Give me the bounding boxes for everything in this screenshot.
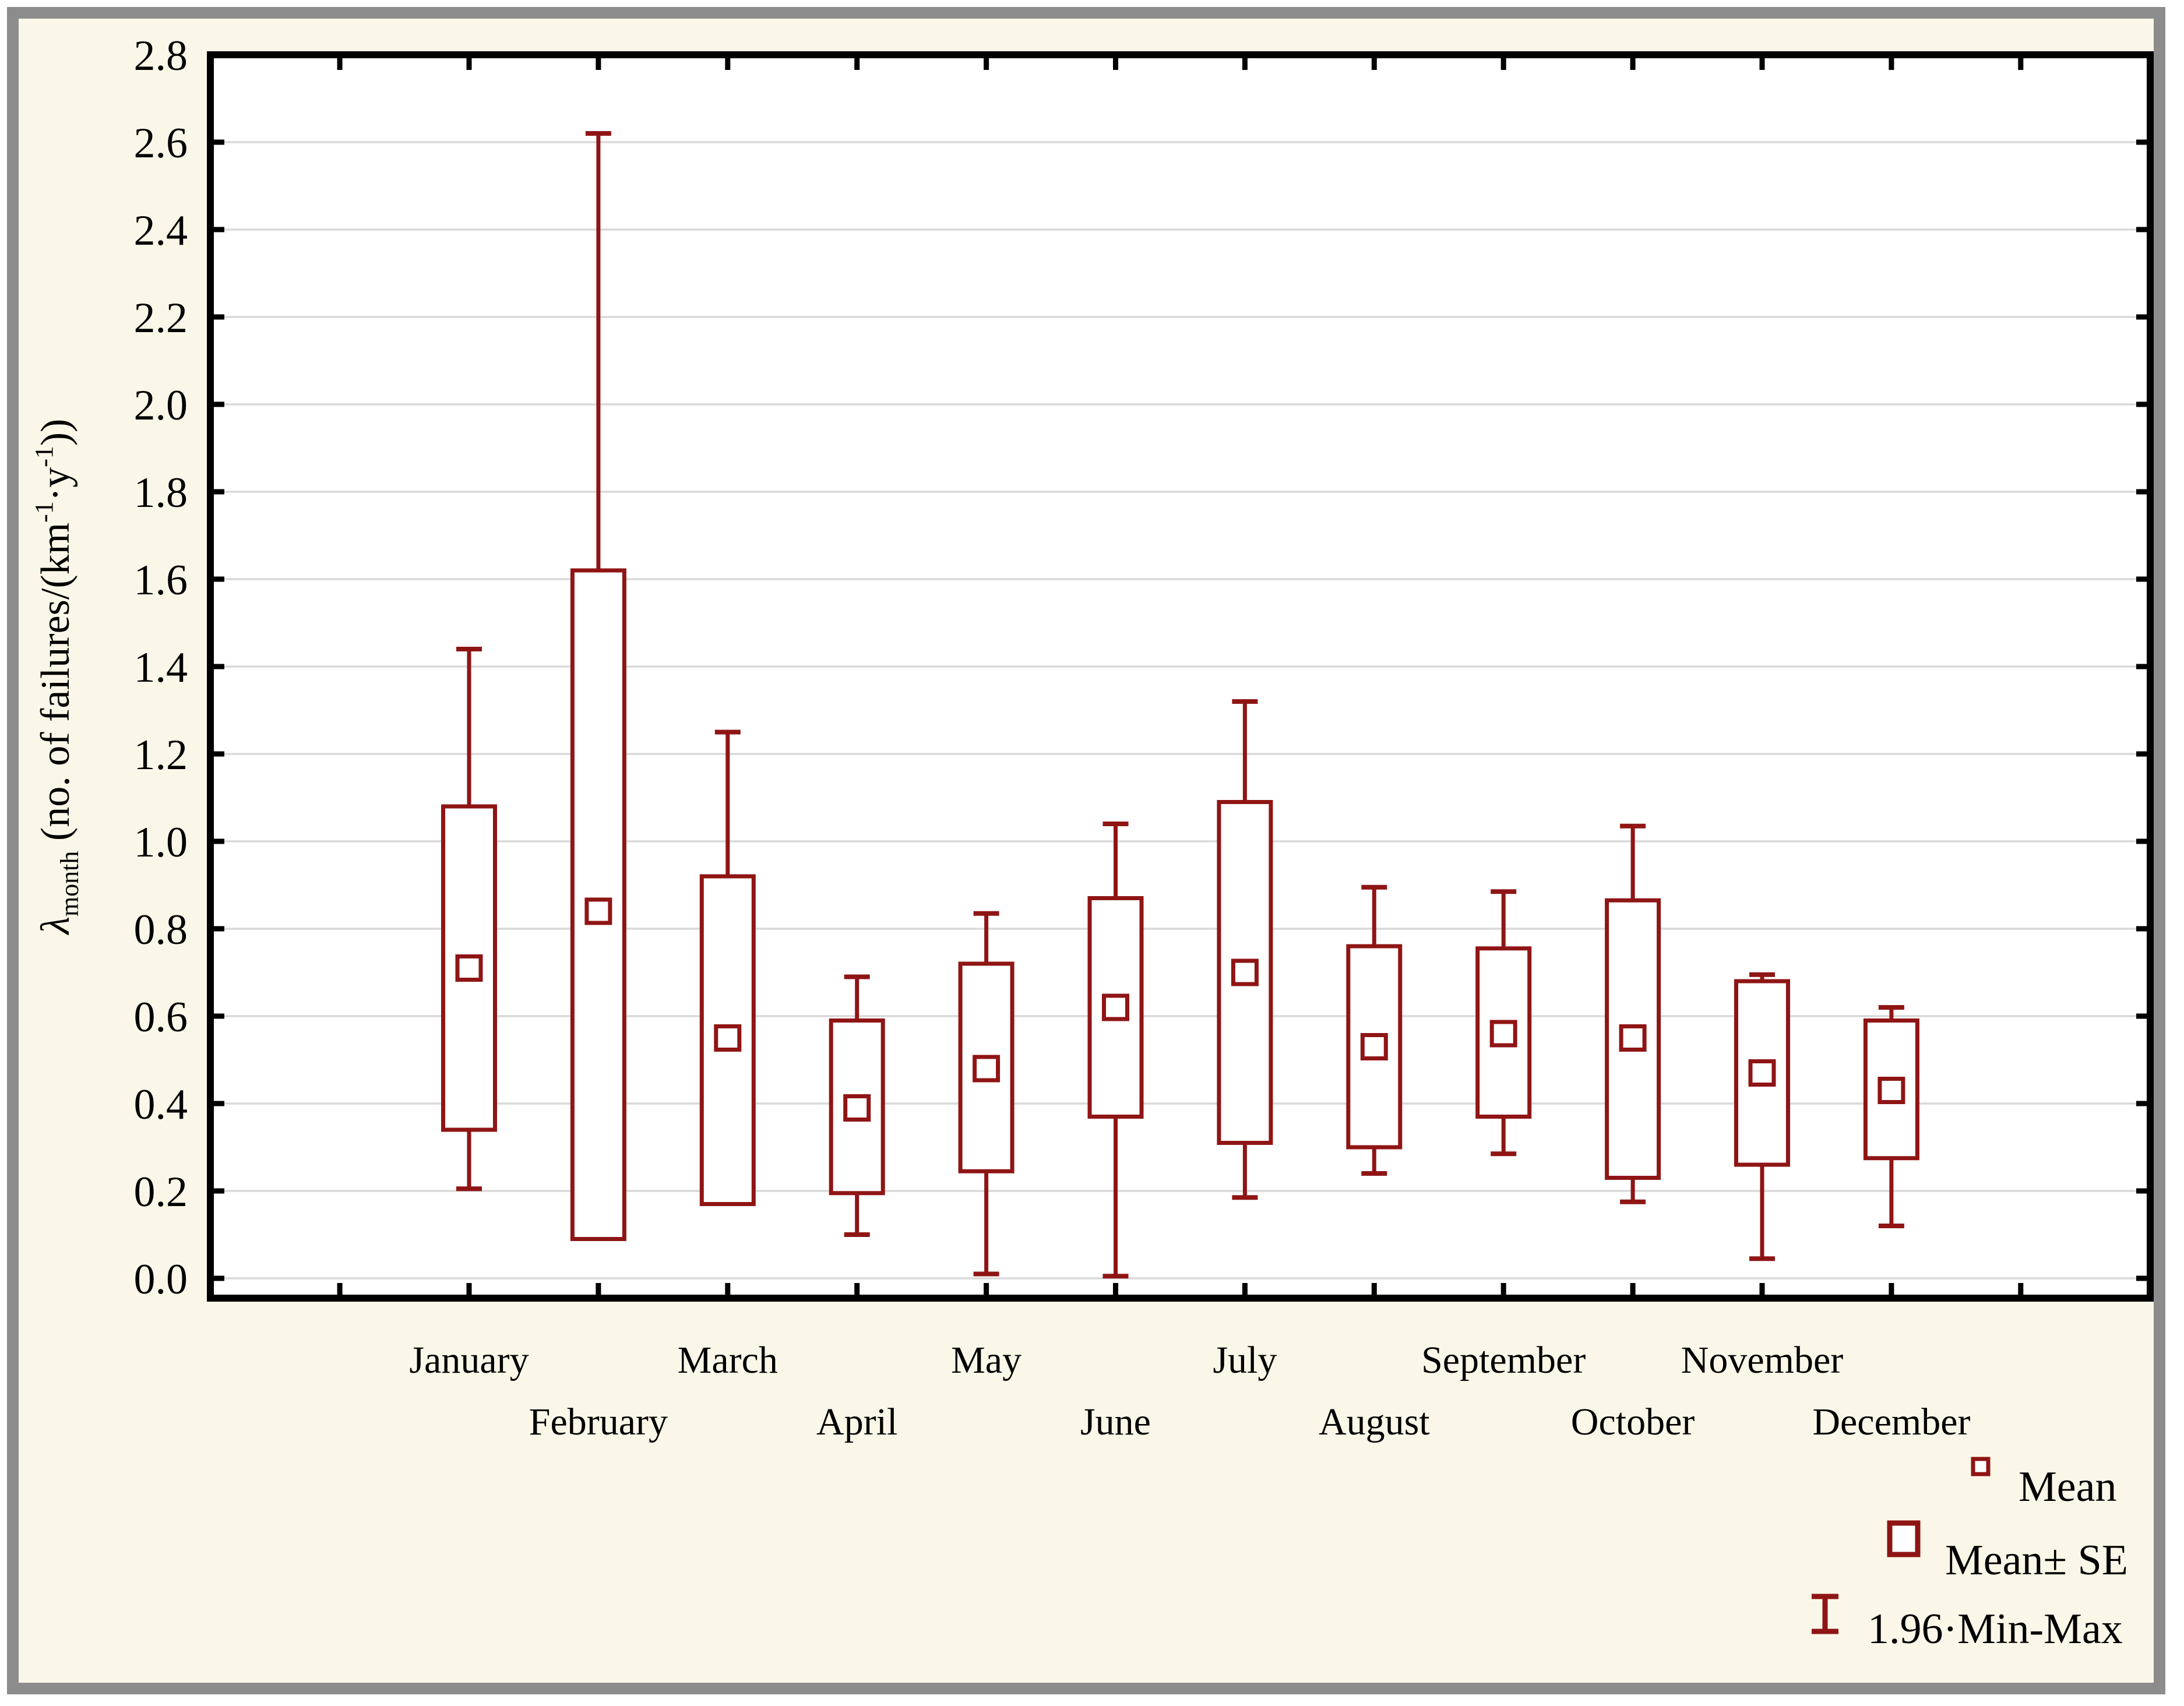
month-label: January xyxy=(409,1339,529,1381)
month-label: June xyxy=(1080,1401,1151,1443)
legend-se-label: Mean± SE xyxy=(1945,1536,2128,1584)
month-label: December xyxy=(1812,1401,1970,1443)
y-tick-label: 2.6 xyxy=(134,119,188,167)
month-label: August xyxy=(1319,1401,1430,1443)
month-label: May xyxy=(951,1339,1021,1381)
boxplot-september xyxy=(1475,889,1532,1157)
mean-marker xyxy=(1748,1059,1776,1087)
legend-whisker-icon xyxy=(1812,1594,1838,1634)
y-axis-title: λmonth (no. of failures/(km-1·y-1)) xyxy=(30,419,84,936)
mean-marker xyxy=(714,1024,742,1052)
mean-marker xyxy=(1877,1077,1905,1104)
y-tick-label: 2.2 xyxy=(134,294,188,342)
mean-marker xyxy=(1360,1033,1388,1060)
y-tick-label: 1.0 xyxy=(134,819,188,866)
month-label: October xyxy=(1571,1401,1695,1443)
y-axis-title-part: -1 xyxy=(30,501,58,523)
y-tick-label: 2.4 xyxy=(134,207,188,255)
mean-marker xyxy=(1489,1020,1517,1048)
month-label: July xyxy=(1213,1339,1277,1381)
month-label: March xyxy=(678,1339,778,1381)
month-label: February xyxy=(529,1401,668,1443)
boxplot-october xyxy=(1605,823,1661,1204)
y-tick-label: 0.2 xyxy=(134,1168,188,1216)
y-tick-label: 1.2 xyxy=(134,731,188,779)
month-label: September xyxy=(1421,1339,1586,1381)
y-axis-labels: 0.0 0.2 0.4 0.6 0.8 1.0 1.2 1.4 1.6 1.8 2.0 2.2 2.4 2… xyxy=(134,32,188,1303)
y-tick-label: 0.4 xyxy=(134,1081,188,1129)
boxplot-april xyxy=(829,974,885,1237)
boxplot-march xyxy=(699,729,756,1206)
legend-mean-marker-icon xyxy=(1971,1457,1991,1476)
boxplot-february xyxy=(570,131,626,1241)
mean-marker xyxy=(973,1055,1001,1083)
mean-marker xyxy=(1231,958,1259,986)
y-tick-label: 1.4 xyxy=(134,644,188,692)
se-box xyxy=(570,568,626,1241)
se-box xyxy=(699,874,756,1206)
y-tick-label: 2.0 xyxy=(134,382,188,429)
mean-marker xyxy=(843,1094,871,1122)
plot-area xyxy=(210,55,2150,1298)
boxplot-august xyxy=(1346,884,1403,1176)
boxplot-november xyxy=(1734,972,1790,1261)
mean-marker xyxy=(1102,993,1129,1021)
mean-marker xyxy=(455,954,483,982)
legend-mean-label: Mean xyxy=(2019,1463,2117,1511)
boxplot-june xyxy=(1087,822,1144,1279)
boxplot-january xyxy=(441,647,497,1192)
y-axis-title-part: (no. of failures/(km xyxy=(33,523,78,851)
y-axis-title-part: ·y xyxy=(33,467,78,501)
y-tick-label: 1.6 xyxy=(134,556,188,604)
boxplot-may xyxy=(958,911,1014,1277)
axis-ticks xyxy=(214,58,2147,1295)
legend-minmax-label: 1.96·Min-Max xyxy=(1868,1605,2123,1653)
legend-se-box-icon xyxy=(1887,1520,1921,1557)
legend: Mean Mean± SE 1.96·Min-Max xyxy=(1812,1457,2128,1653)
boxplot-december xyxy=(1863,1005,1919,1228)
month-label: April xyxy=(816,1401,897,1443)
y-tick-label: 0.0 xyxy=(134,1256,188,1303)
gridlines xyxy=(214,141,2146,1280)
month-label: November xyxy=(1681,1339,1844,1381)
mean-marker xyxy=(584,897,612,925)
y-axis-title-part: month xyxy=(55,851,84,917)
y-tick-label: 1.8 xyxy=(134,469,188,517)
y-axis-title-part: )) xyxy=(33,419,78,446)
y-axis-title-part: λ xyxy=(33,917,78,935)
plot-frame xyxy=(207,51,2154,1302)
boxplot-july xyxy=(1217,699,1273,1200)
mean-marker xyxy=(1619,1024,1647,1052)
y-tick-label: 2.8 xyxy=(134,32,188,80)
se-box xyxy=(829,1018,885,1196)
y-tick-label: 0.6 xyxy=(134,993,188,1041)
boxplots xyxy=(441,131,1919,1279)
y-tick-label: 0.8 xyxy=(134,906,188,954)
y-axis-title-part: -1 xyxy=(30,446,58,467)
